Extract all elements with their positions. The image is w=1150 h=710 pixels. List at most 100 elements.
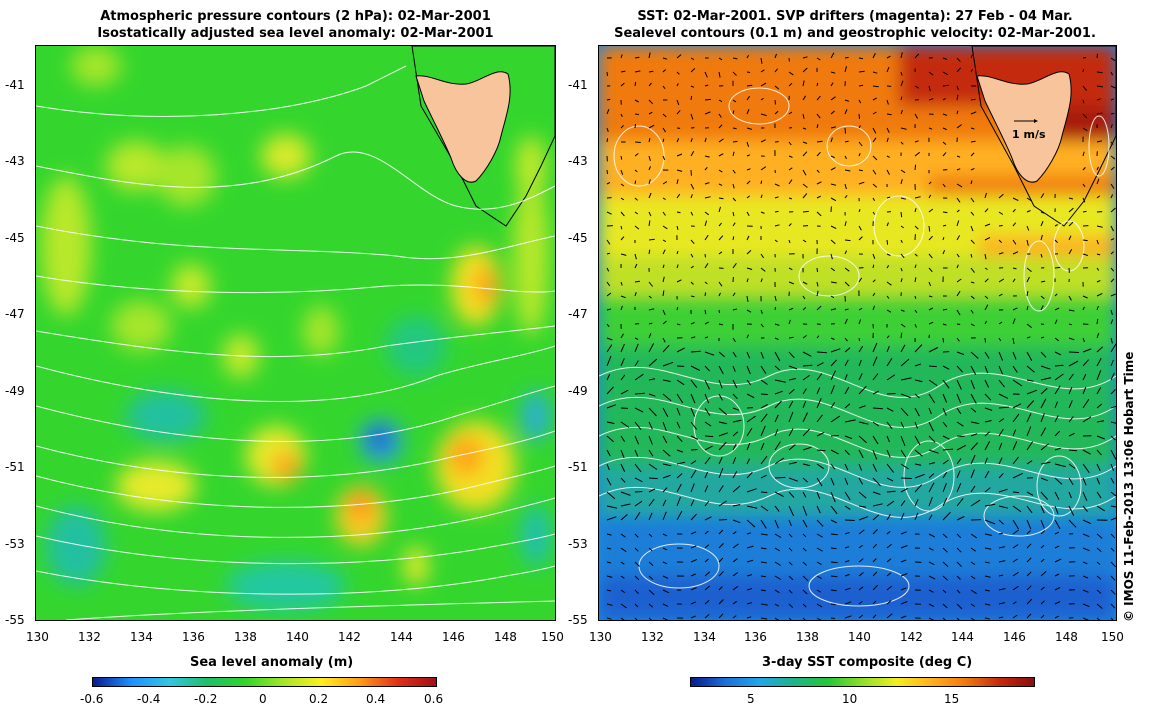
velocity-vector: [830, 337, 835, 340]
velocity-vector: [788, 71, 794, 76]
velocity-vector: [746, 393, 755, 399]
velocity-vector: [704, 281, 708, 285]
velocity-vector: [1040, 295, 1045, 300]
velocity-vector: [984, 575, 991, 578]
velocity-vector: [816, 617, 822, 620]
velocity-vector: [858, 319, 862, 325]
velocity-vector: [760, 505, 769, 512]
velocity-vector: [802, 603, 807, 608]
velocity-vector: [1096, 603, 1103, 609]
velocity-vector: [1054, 615, 1060, 619]
velocity-vector: [732, 443, 737, 451]
velocity-vector: [732, 393, 738, 400]
velocity-vector: [704, 137, 707, 143]
velocity-vector: [844, 183, 847, 190]
velocity-vector: [872, 529, 878, 535]
velocity-vector: [1096, 357, 1102, 367]
velocity-vector: [900, 435, 906, 447]
velocity-vector: [732, 600, 737, 605]
velocity-vector: [620, 617, 625, 620]
velocity-vector: [830, 225, 837, 230]
velocity-vector: [956, 235, 961, 241]
velocity-vector: [844, 386, 850, 395]
velocity-vector: [662, 197, 666, 201]
velocity-vector: [620, 183, 625, 187]
velocity-vector: [634, 407, 644, 413]
velocity-vector: [1054, 573, 1060, 577]
velocity-vector: [1026, 210, 1031, 213]
velocity-vector: [620, 82, 625, 87]
velocity-vector: [1082, 575, 1089, 579]
velocity-vector: [914, 512, 919, 521]
velocity-vector: [872, 600, 877, 605]
velocity-vector: [802, 351, 812, 357]
velocity-vector: [1068, 477, 1074, 486]
velocity-vector: [634, 500, 643, 507]
velocity-vector: [718, 529, 724, 535]
velocity-vector: [970, 281, 975, 284]
velocity-vector: [1012, 222, 1017, 227]
velocity-vector: [1082, 416, 1092, 423]
velocity-vector: [928, 449, 939, 454]
velocity-vector: [802, 127, 807, 130]
velocity-vector: [928, 307, 934, 311]
velocity-vector: [788, 561, 793, 566]
velocity-vector: [858, 491, 867, 499]
sea-level-anomaly-map[interactable]: [35, 45, 556, 621]
velocity-vector: [606, 463, 610, 471]
velocity-vector: [914, 323, 917, 328]
velocity-vector: [620, 358, 625, 367]
velocity-vector: [606, 505, 618, 509]
velocity-vector: [1068, 197, 1074, 200]
velocity-vector: [620, 253, 627, 256]
velocity-vector: [1012, 601, 1017, 605]
velocity-vector: [830, 267, 836, 272]
velocity-vector: [704, 111, 711, 115]
velocity-vector: [830, 463, 836, 470]
velocity-vector: [732, 571, 739, 577]
velocity-vector: [886, 407, 894, 412]
velocity-vector: [634, 123, 636, 129]
velocity-vector: [676, 250, 679, 255]
velocity-vector: [718, 557, 724, 563]
velocity-vector: [732, 543, 739, 549]
right-y-tick: -53: [568, 537, 588, 551]
velocity-vector: [998, 406, 1009, 409]
velocity-vector: [1040, 600, 1045, 605]
velocity-vector: [634, 589, 639, 594]
velocity-vector: [690, 57, 695, 61]
velocity-vector: [1096, 403, 1103, 409]
velocity-vector: [788, 155, 793, 158]
velocity-vector: [998, 211, 1004, 215]
velocity-vector: [606, 386, 614, 395]
velocity-vector: [830, 370, 836, 381]
velocity-vector: [1082, 85, 1087, 91]
velocity-vector: [648, 70, 654, 73]
velocity-vector: [970, 485, 976, 493]
sst-map[interactable]: 1 m/s: [598, 45, 1117, 621]
velocity-vector: [676, 138, 680, 143]
velocity-vector: [1068, 519, 1077, 528]
velocity-vector: [802, 561, 807, 566]
velocity-vector: [886, 463, 894, 473]
velocity-vector: [620, 449, 625, 459]
velocity-vector: [802, 193, 808, 199]
velocity-vector: [1054, 266, 1061, 269]
velocity-vector: [900, 109, 903, 115]
velocity-vector: [998, 473, 1004, 479]
velocity-vector: [690, 513, 697, 521]
velocity-vector: [1054, 364, 1064, 367]
velocity-vector: [942, 497, 948, 507]
velocity-vector: [816, 398, 822, 409]
velocity-vector: [1068, 207, 1074, 213]
velocity-vector: [704, 456, 711, 465]
velocity-vector: [970, 617, 975, 620]
velocity-vector: [942, 533, 948, 539]
velocity-vector: [956, 533, 962, 539]
left-cbar-tick: 0.6: [424, 692, 444, 706]
velocity-vector: [662, 407, 669, 418]
velocity-vector: [1012, 505, 1022, 513]
velocity-vector: [858, 169, 863, 172]
velocity-vector: [606, 211, 612, 215]
velocity-vector: [704, 263, 709, 269]
